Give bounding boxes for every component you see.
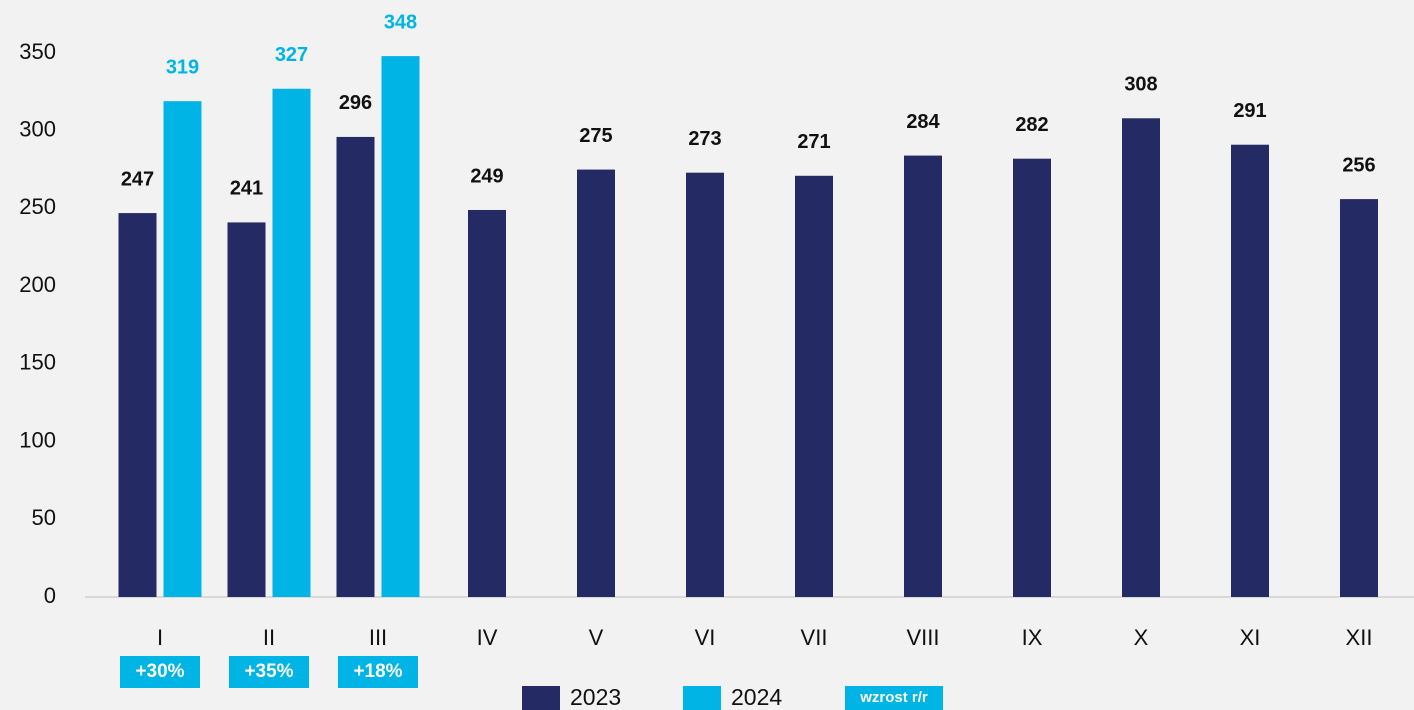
- legend-label: 2023: [570, 684, 621, 710]
- value-label: 241: [230, 178, 263, 200]
- growth-legend-label: wzrost r/r: [859, 689, 928, 706]
- value-label: 275: [579, 125, 612, 147]
- bar: [1231, 144, 1269, 597]
- x-tick-label: VI: [695, 625, 716, 650]
- bar: [1013, 158, 1051, 598]
- y-tick-label: 100: [19, 427, 56, 452]
- bar: [227, 222, 266, 597]
- y-tick-label: 300: [19, 117, 56, 142]
- y-tick-label: 350: [19, 39, 56, 64]
- legend-label: 2024: [731, 684, 782, 710]
- x-tick-label: VIII: [906, 625, 939, 650]
- value-label: 284: [906, 111, 940, 133]
- bar: [1122, 118, 1160, 597]
- bar: [118, 213, 157, 597]
- y-tick-label: 50: [32, 505, 56, 530]
- x-tick-label: IV: [477, 625, 498, 650]
- bar: [904, 155, 942, 597]
- value-label: 256: [1342, 154, 1375, 176]
- value-label: 273: [688, 128, 721, 150]
- x-tick-label: XI: [1240, 625, 1261, 650]
- growth-label: +18%: [353, 661, 402, 682]
- value-label: 327: [275, 44, 308, 66]
- value-label: 319: [166, 56, 199, 78]
- bar: [468, 209, 506, 598]
- value-label: 249: [470, 165, 503, 187]
- x-tick-label: V: [589, 625, 604, 650]
- value-label: 291: [1233, 100, 1266, 122]
- x-tick-label: II: [263, 625, 275, 650]
- x-tick-label: III: [369, 625, 387, 650]
- value-label: 247: [121, 168, 154, 190]
- x-tick-label: I: [157, 625, 163, 650]
- x-tick-label: X: [1134, 625, 1149, 650]
- legend-swatch: [522, 686, 560, 710]
- growth-badge: [229, 656, 309, 688]
- growth-badge: [120, 656, 200, 688]
- x-tick-label: VII: [801, 625, 828, 650]
- bar: [577, 169, 615, 598]
- bar: [163, 101, 202, 597]
- bar: [381, 56, 420, 597]
- bar: [686, 172, 724, 597]
- value-label: 282: [1015, 114, 1048, 136]
- value-label: 348: [384, 11, 417, 33]
- value-label: 271: [797, 131, 830, 153]
- value-label: 296: [339, 92, 372, 114]
- y-tick-label: 150: [19, 350, 56, 375]
- legend-swatch: [683, 686, 721, 710]
- y-tick-label: 200: [19, 272, 56, 297]
- growth-label: +35%: [244, 661, 293, 682]
- bar: [272, 88, 311, 598]
- bar: [795, 175, 833, 597]
- bar: [1340, 199, 1378, 598]
- bar: [336, 136, 375, 597]
- growth-label: +30%: [135, 661, 184, 682]
- value-label: 308: [1124, 74, 1157, 96]
- x-tick-label: IX: [1022, 625, 1043, 650]
- growth-legend-badge: [845, 686, 943, 710]
- growth-badge: [338, 656, 418, 688]
- y-tick-label: 250: [19, 194, 56, 219]
- y-tick-label: 0: [44, 583, 56, 608]
- x-tick-label: XII: [1346, 625, 1373, 650]
